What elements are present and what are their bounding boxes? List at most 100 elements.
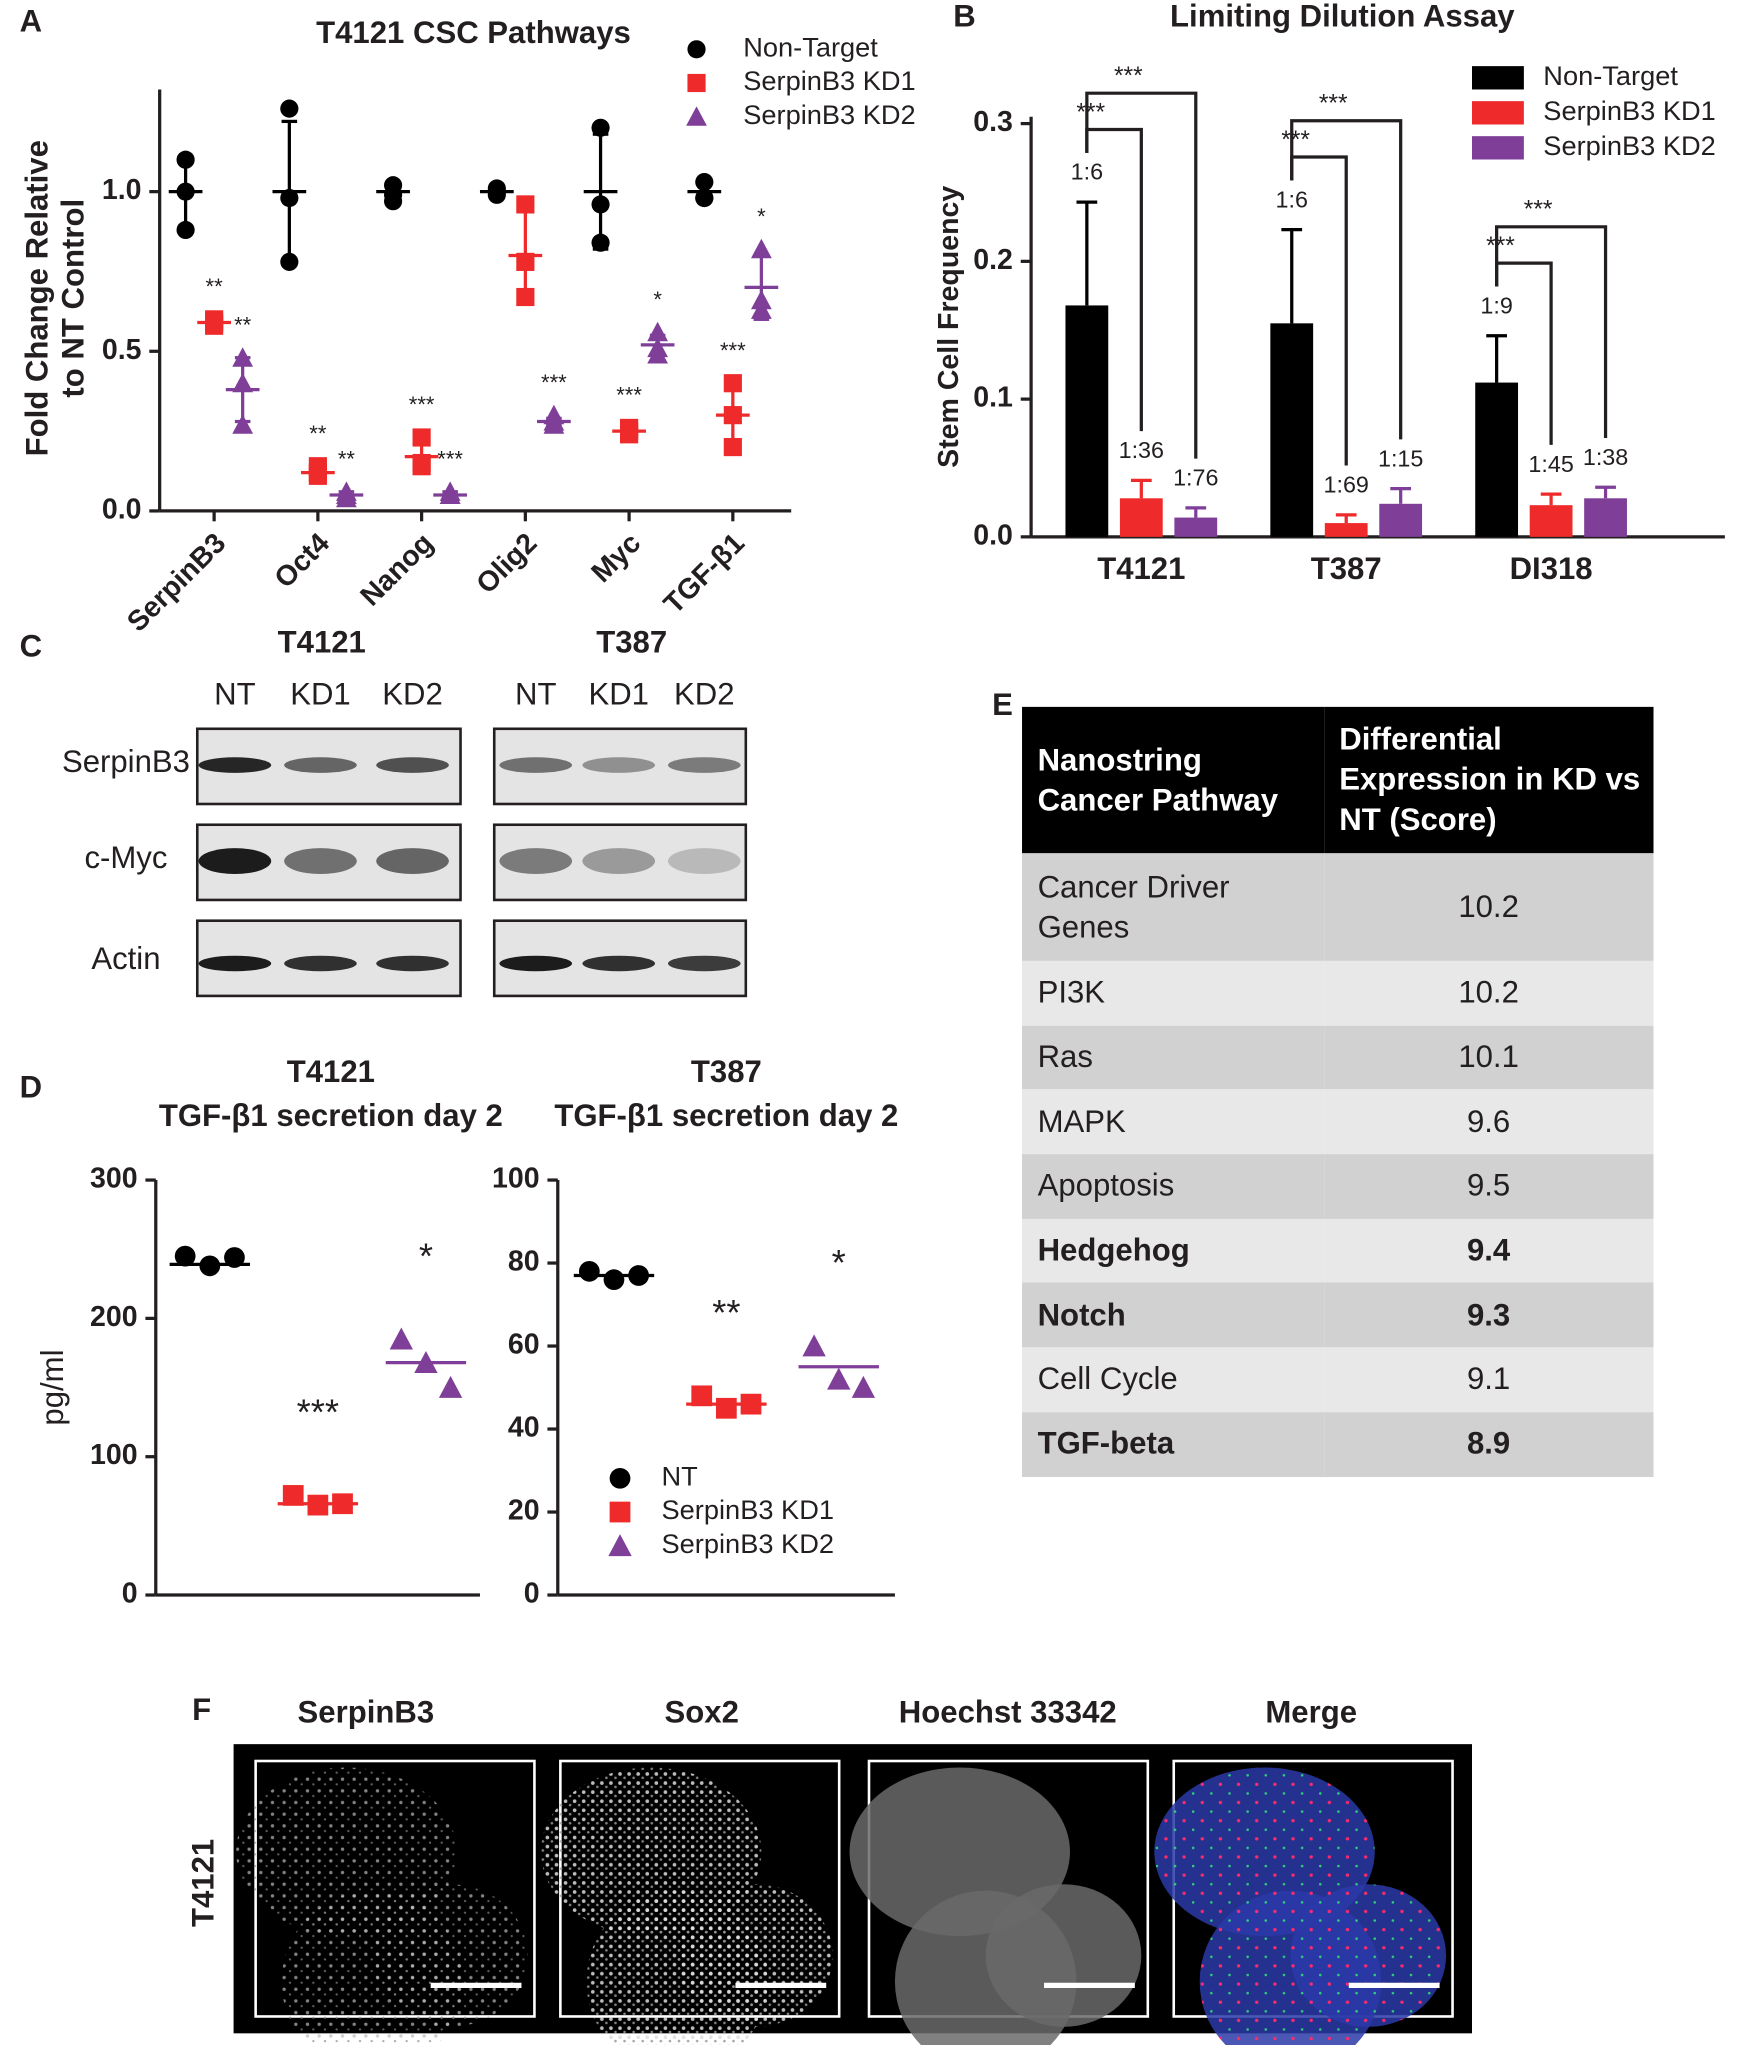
table-cell: 9.4 [1466, 1233, 1511, 1269]
cell [236, 1767, 457, 1937]
data-point [282, 1485, 304, 1506]
significance-bracket [1290, 119, 1403, 440]
panel-label: B [953, 0, 975, 33]
significance: ** [338, 446, 356, 471]
table-cell: Ras [1037, 1040, 1093, 1076]
data-point [516, 252, 535, 271]
cell [894, 1890, 1077, 2045]
blot-band [376, 955, 449, 972]
panel-label: F [192, 1692, 211, 1727]
blot-band [376, 757, 449, 773]
data-point [232, 414, 254, 434]
table-cell: TGF-beta [1037, 1426, 1175, 1462]
significance-bracket [1495, 225, 1608, 438]
data-point [336, 487, 357, 508]
data-point [543, 414, 565, 434]
table-row: Apoptosis 9.5 [1022, 1154, 1654, 1219]
cell-line-label: T4121 [278, 625, 366, 660]
chart-title: Limiting Dilution Assay [1170, 0, 1515, 33]
bar [1584, 498, 1627, 537]
lane-label: KD2 [674, 677, 735, 712]
header-cell: Nanostring Cancer Pathway [1037, 742, 1279, 818]
protein-label: c-Myc [84, 840, 167, 875]
blot-band [499, 848, 573, 875]
blot-band [198, 848, 272, 875]
data-point [802, 1334, 826, 1357]
ratio-label: 1:9 [1480, 292, 1512, 318]
y-tick-label: 300 [90, 1163, 138, 1195]
legend-marker [687, 40, 706, 59]
bar [1379, 503, 1423, 537]
y-tick-label: 0.3 [973, 106, 1013, 138]
legend-label: SerpinB3 KD2 [662, 1528, 834, 1559]
significance: *** [720, 338, 746, 363]
y-axis-label: to NT Control [56, 199, 91, 398]
y-axis-label: pg/ml [35, 1350, 70, 1426]
channel-label: SerpinB3 [298, 1695, 435, 1730]
table-cell: 10.2 [1458, 889, 1519, 925]
significance: *** [1486, 233, 1515, 260]
panel-label: D [20, 1070, 42, 1105]
blot-band [284, 757, 357, 773]
micrograph [236, 1759, 536, 2045]
ratio-label: 1:45 [1528, 451, 1573, 477]
bar [1529, 505, 1573, 537]
ratio-label: 1:6 [1276, 186, 1308, 212]
blot-band [582, 757, 656, 773]
data-point [308, 466, 327, 485]
table-container: Nanostring Cancer Pathway Differential Ex… [1022, 706, 1654, 1477]
cell [281, 1890, 464, 2045]
micrograph [849, 1759, 1150, 2045]
blot-band [198, 955, 272, 972]
data-point [750, 238, 772, 259]
panel-label: C [20, 629, 42, 664]
cell-line-label: T387 [596, 625, 667, 660]
data-point [174, 1245, 196, 1267]
data-point [176, 220, 195, 240]
table-cell: Hedgehog [1037, 1233, 1190, 1269]
significance: *** [409, 392, 435, 417]
x-tick-label: Olig2 [470, 527, 543, 600]
panel-label: A [20, 4, 42, 39]
ratio-label: 1:6 [1071, 159, 1103, 185]
significance: *** [437, 446, 463, 471]
x-tick-label: DI318 [1510, 551, 1593, 586]
significance: *** [1524, 197, 1553, 224]
chart-title: T4121 [287, 1054, 375, 1089]
chart-title: T4121 CSC Pathways [316, 15, 631, 50]
table-row: Ras 10.1 [1022, 1025, 1654, 1090]
data-point [715, 1397, 737, 1419]
table-cell: Cancer Driver Genes [1037, 869, 1230, 945]
data-point [389, 1327, 413, 1350]
x-tick-label: TGF-β1 [658, 527, 751, 620]
y-tick-label: 100 [90, 1439, 138, 1471]
data-point [620, 425, 639, 444]
table-header: Nanostring Cancer Pathway Differential Ex… [1022, 706, 1654, 854]
data-point [750, 299, 772, 319]
significance-bracket [1290, 155, 1348, 466]
lane-label: NT [515, 677, 556, 712]
lane-label: NT [214, 677, 255, 712]
cell-signal [1199, 1890, 1382, 2045]
bar [1119, 498, 1163, 537]
y-tick-label: 200 [90, 1301, 138, 1333]
chart-title: T387 [691, 1054, 762, 1089]
data-point [280, 188, 299, 208]
legend-label: NT [662, 1461, 698, 1492]
table-cell: 8.9 [1466, 1426, 1511, 1462]
significance: ** [206, 274, 224, 299]
channel-label: Sox2 [665, 1695, 739, 1730]
cell [849, 1767, 1070, 1937]
data-point [851, 1375, 876, 1398]
legend-label: SerpinB3 KD1 [743, 65, 915, 96]
legend-marker [686, 106, 707, 126]
legend-marker [609, 1467, 631, 1489]
blot-band [284, 955, 357, 972]
data-point [578, 1260, 600, 1282]
data-point [280, 99, 299, 118]
blot-band [499, 757, 573, 773]
blot-band [499, 955, 573, 972]
significance: ** [309, 421, 327, 446]
significance: *** [616, 383, 642, 408]
data-point [723, 437, 742, 457]
